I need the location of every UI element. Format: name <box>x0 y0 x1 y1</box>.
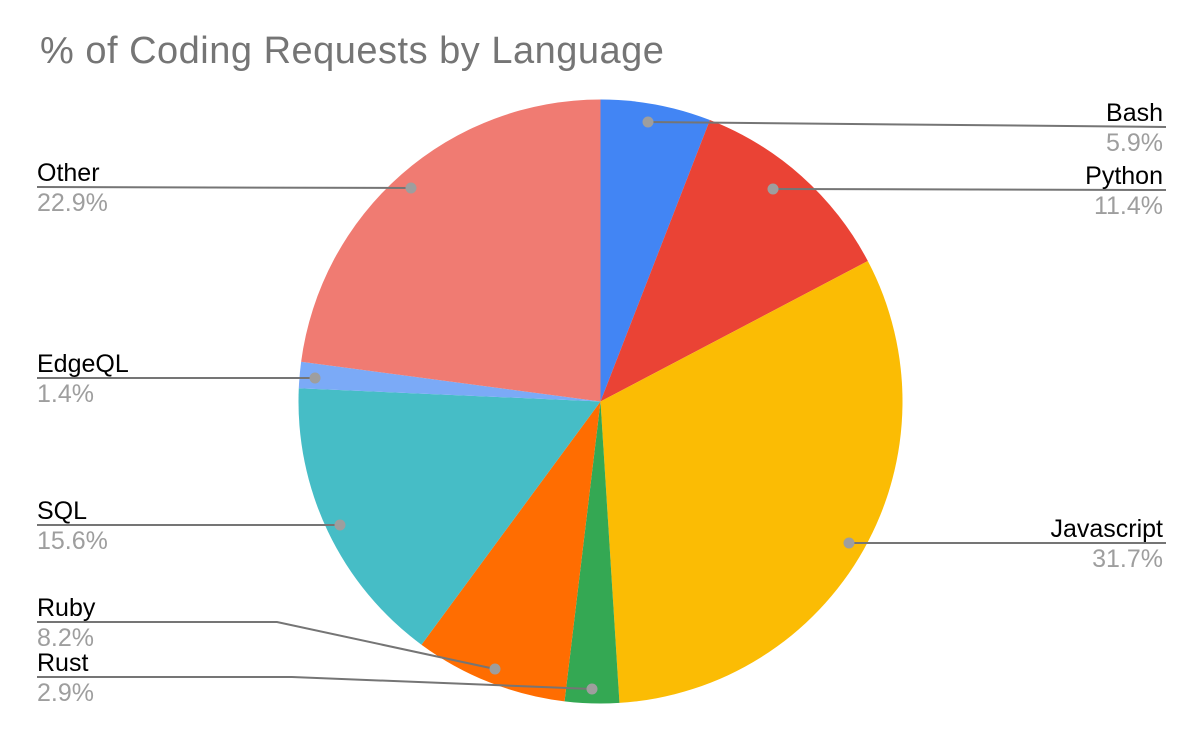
callout-dot-edgeql <box>309 372 321 384</box>
slice-label-rust: Rust <box>37 649 88 677</box>
callout-dot-sql <box>334 519 346 531</box>
slice-pct-rust: 2.9% <box>37 679 94 707</box>
callout-line-bash <box>647 121 1167 128</box>
pie-slices <box>298 99 903 704</box>
callout-dot-ruby <box>489 663 501 675</box>
callout-dot-rust <box>586 683 598 695</box>
callout-line-ruby <box>37 621 496 670</box>
pie-slice-ruby[interactable] <box>421 401 601 702</box>
callout-dot-other <box>405 182 417 194</box>
slice-label-edgeql: EdgeQL <box>37 350 129 378</box>
pie-slice-bash[interactable] <box>600 99 710 402</box>
slice-label-other: Other <box>37 159 100 187</box>
slice-label-bash: Bash <box>1106 99 1163 127</box>
pie-slice-sql[interactable] <box>298 388 601 645</box>
callout-line-other <box>36 186 412 189</box>
slice-pct-ruby: 8.2% <box>37 624 94 652</box>
slice-label-python: Python <box>1085 162 1163 190</box>
pie-slice-python[interactable] <box>600 120 868 402</box>
callout-line-rust <box>37 676 593 690</box>
chart-title: % of Coding Requests by Language <box>40 30 665 72</box>
slice-label-sql: SQL <box>37 497 87 525</box>
slice-pct-python: 11.4% <box>1094 192 1163 220</box>
pie-slice-rust[interactable] <box>564 401 620 704</box>
callout-dot-javascript <box>843 537 855 549</box>
slice-pct-edgeql: 1.4% <box>37 380 94 408</box>
slice-pct-bash: 5.9% <box>1106 129 1163 157</box>
callout-dot-bash <box>642 116 654 128</box>
pie-slice-edgeql[interactable] <box>298 361 601 402</box>
slice-pct-javascript: 31.7% <box>1092 545 1163 573</box>
slice-pct-sql: 15.6% <box>37 527 108 555</box>
callout-line-python <box>772 188 1167 191</box>
callout-dot-python <box>767 183 779 195</box>
slice-pct-other: 22.9% <box>37 189 108 217</box>
pie-slice-javascript[interactable] <box>600 261 903 703</box>
pie-slice-other[interactable] <box>301 99 601 402</box>
slice-label-ruby: Ruby <box>37 594 96 622</box>
slice-label-javascript: Javascript <box>1050 515 1163 543</box>
